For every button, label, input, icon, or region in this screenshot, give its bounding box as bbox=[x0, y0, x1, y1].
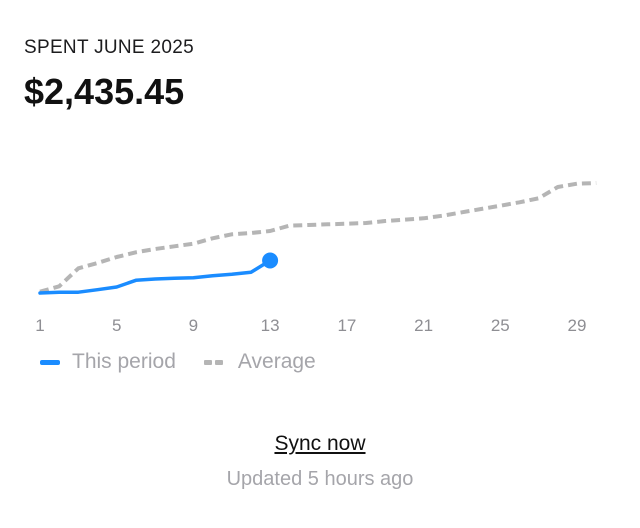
period-label: SPENT JUNE 2025 bbox=[24, 37, 194, 58]
updated-status-text: Updated 5 hours ago bbox=[226, 468, 414, 490]
sync-now-button[interactable]: Sync now bbox=[0, 432, 640, 456]
spending-chart: 1 5 9 13 17 21 25 29 bbox=[35, 181, 597, 335]
legend-label-average: Average bbox=[237, 350, 316, 373]
series-line-this-period bbox=[38, 258, 272, 295]
x-tick-label: 5 bbox=[112, 316, 121, 335]
spent-amount: $2,435.45 bbox=[24, 71, 185, 112]
series-line-average bbox=[39, 181, 597, 294]
legend-solid-swatch bbox=[40, 359, 60, 365]
current-value-point bbox=[262, 252, 279, 269]
legend-item-this-period: This period bbox=[40, 350, 176, 374]
series-layer bbox=[38, 181, 597, 295]
chart-legend: This period Average bbox=[40, 350, 344, 374]
x-tick-label: 9 bbox=[189, 316, 198, 335]
legend-dashed-swatch bbox=[203, 359, 226, 365]
x-tick-label: 1 bbox=[35, 316, 44, 335]
x-tick-label: 25 bbox=[491, 316, 510, 335]
x-tick-label: 17 bbox=[337, 316, 356, 335]
x-axis-ticks: 1 5 9 13 17 21 25 29 bbox=[35, 316, 586, 335]
x-tick-label: 21 bbox=[414, 316, 433, 335]
legend-item-average: Average bbox=[203, 350, 316, 374]
x-tick-label: 29 bbox=[568, 316, 587, 335]
x-tick-label: 13 bbox=[261, 316, 280, 335]
legend-label-this-period: This period bbox=[72, 350, 176, 373]
